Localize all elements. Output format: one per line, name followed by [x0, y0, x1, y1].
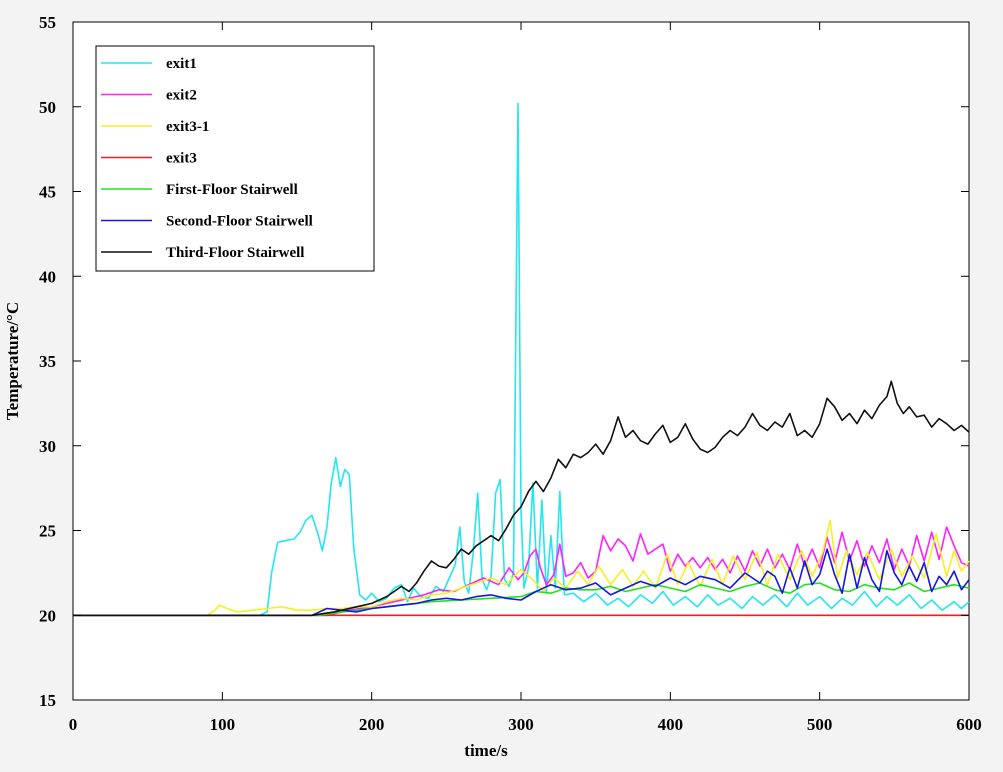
legend-label-second-floor-stairwell: Second-Floor Stairwell	[166, 214, 313, 230]
legend: exit1 exit2 exit3-1 exit3 First-Floor Stairw…	[95, 45, 375, 272]
y-tick-label-40: 40	[39, 267, 56, 286]
y-tick-label-35: 35	[39, 352, 56, 371]
y-axis-label: Temperature/°C	[3, 302, 22, 420]
series-line-exit2	[73, 526, 970, 617]
legend-label-third-floor-stairwell: Third-Floor Stairwell	[166, 245, 304, 261]
y-tick-label-30: 30	[39, 437, 56, 456]
x-tick-label-600: 600	[956, 715, 982, 734]
axis-ticks: 0 100 200 300 400 500 600 15 20 25 30 35 40 45 50 55	[39, 13, 982, 734]
y-tick-label-20: 20	[39, 606, 56, 625]
legend-label-exit3-1: exit3-1	[166, 119, 209, 135]
y-tick-label-25: 25	[39, 522, 56, 541]
y-tick-label-50: 50	[39, 98, 56, 117]
series-line-second-floor-stairwell	[73, 548, 970, 617]
legend-label-first-floor-stairwell: First-Floor Stairwell	[166, 182, 298, 198]
series-line-third-floor-stairwell	[73, 380, 970, 617]
series-lines	[73, 102, 970, 617]
x-tick-label-0: 0	[69, 715, 78, 734]
x-tick-label-300: 300	[508, 715, 534, 734]
x-tick-label-100: 100	[210, 715, 236, 734]
series-line-exit1	[73, 102, 970, 617]
x-axis-label: time/s	[464, 741, 508, 760]
y-tick-label-45: 45	[39, 183, 56, 202]
x-tick-label-500: 500	[807, 715, 833, 734]
legend-label-exit3: exit3	[166, 151, 197, 167]
x-tick-label-400: 400	[658, 715, 684, 734]
y-tick-label-15: 15	[39, 691, 56, 710]
x-tick-label-200: 200	[359, 715, 385, 734]
legend-label-exit2: exit2	[166, 88, 197, 104]
y-tick-label-55: 55	[39, 13, 56, 32]
legend-label-exit1: exit1	[166, 56, 197, 72]
legend-box	[95, 45, 375, 272]
series-line-first-floor-stairwell	[73, 582, 970, 617]
